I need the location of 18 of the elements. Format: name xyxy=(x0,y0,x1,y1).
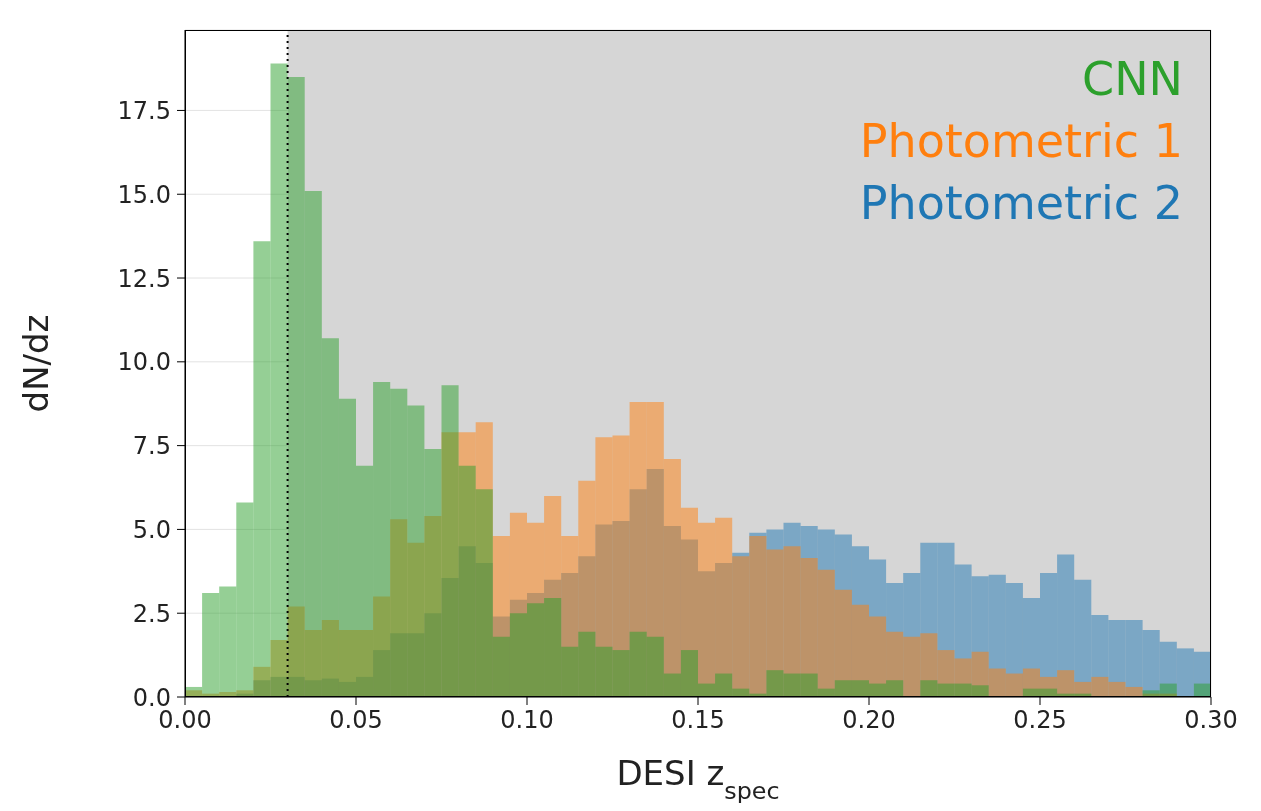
y-tick-label: 12.5 xyxy=(117,264,171,293)
text: Photometric 1 xyxy=(859,113,1183,170)
y-tick-label: 5.0 xyxy=(132,515,171,544)
y-tick-label: 7.5 xyxy=(132,432,171,461)
y-tick-label: 2.5 xyxy=(132,599,171,628)
x-tick-label: 0.00 xyxy=(158,706,212,735)
text: CNN xyxy=(1081,51,1183,108)
y-tick-label: 17.5 xyxy=(117,96,171,125)
x-tick-label: 0.15 xyxy=(671,706,725,735)
x-tick-label: 0.10 xyxy=(500,706,554,735)
text: Photometric 2 xyxy=(859,175,1183,232)
x-tick-label: 0.05 xyxy=(329,706,383,735)
y-tick-label: 10.0 xyxy=(117,348,171,377)
y-tick-label: 15.0 xyxy=(117,180,171,209)
x-tick-label: 0.20 xyxy=(842,706,896,735)
x-tick-label: 0.25 xyxy=(1013,706,1067,735)
x-tick-label: 0.30 xyxy=(1184,706,1238,735)
y-axis-title: dN/dz xyxy=(16,314,56,413)
